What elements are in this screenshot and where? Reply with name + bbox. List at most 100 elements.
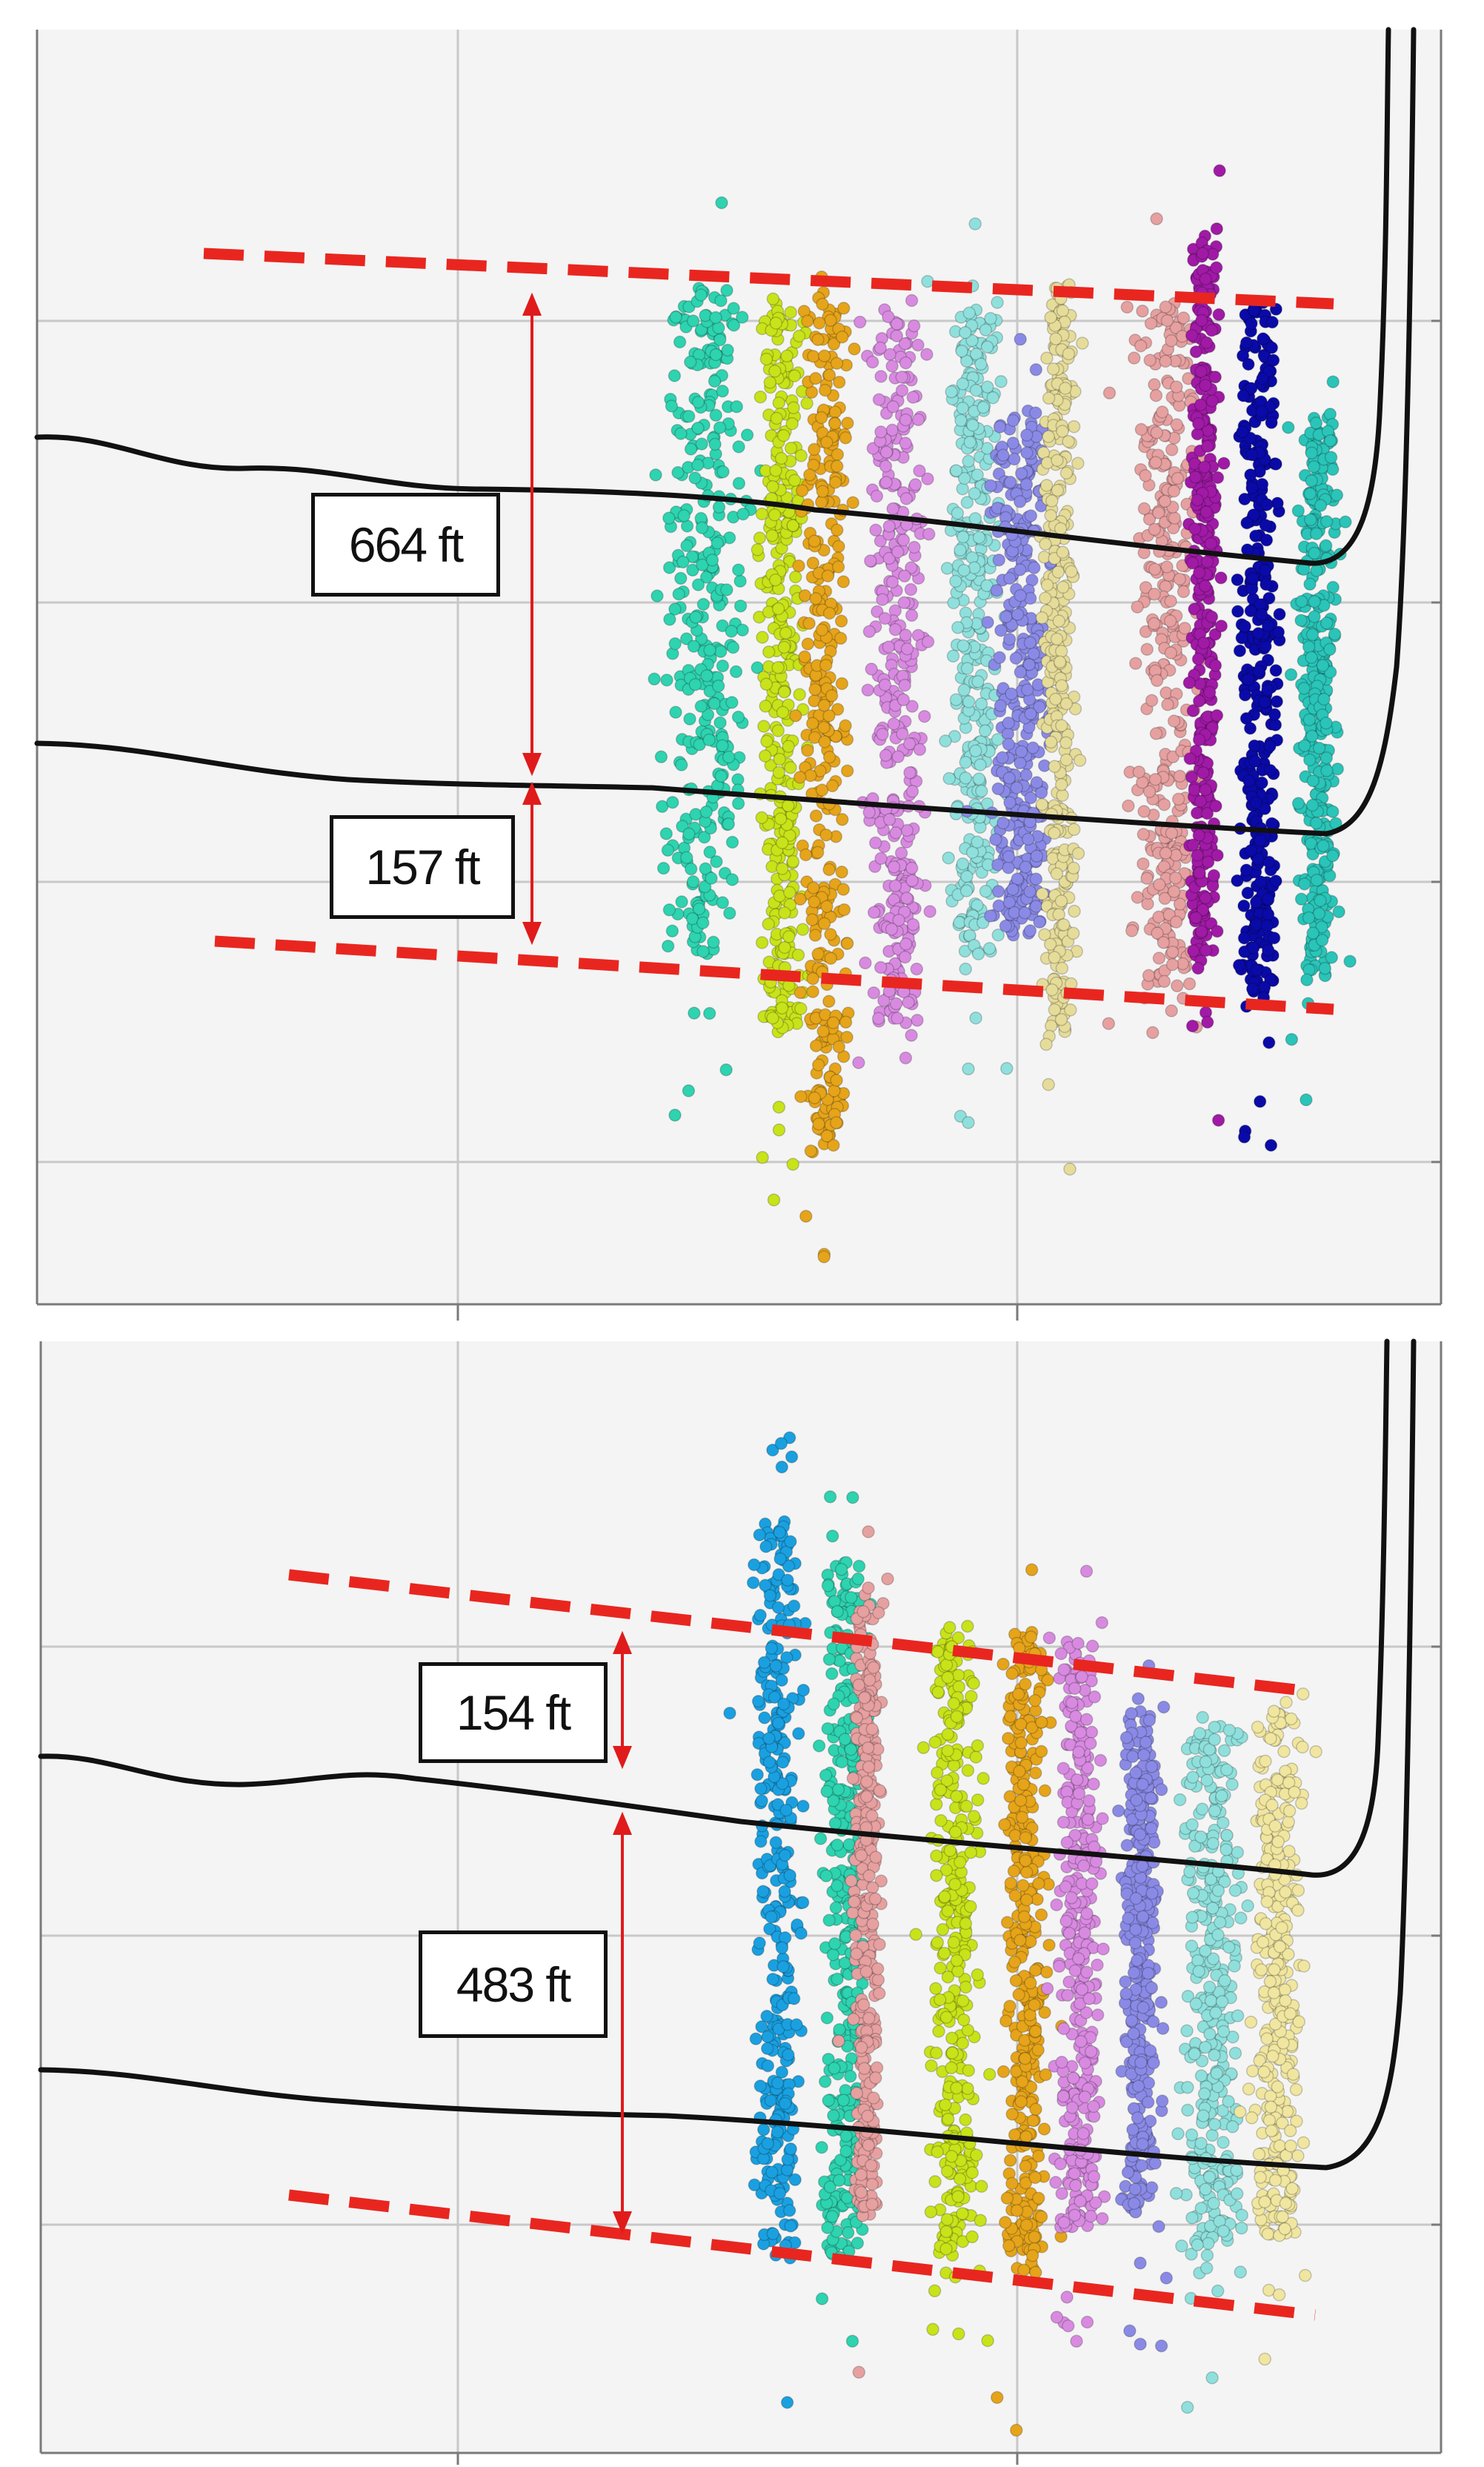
event-point [780, 2396, 794, 2409]
event-point [661, 939, 675, 953]
event-point [1054, 645, 1068, 658]
event-point [1137, 805, 1151, 818]
event-point [865, 1722, 879, 1736]
event-point [959, 354, 974, 368]
event-point [825, 1530, 839, 1543]
event-point [1268, 708, 1282, 721]
event-point [1303, 577, 1317, 591]
event-point [822, 750, 836, 764]
event-point [870, 489, 884, 503]
event-point [1308, 595, 1321, 608]
event-point [800, 396, 813, 411]
event-point [827, 2109, 840, 2122]
event-point [680, 851, 693, 864]
event-point [1003, 475, 1017, 489]
event-point [859, 956, 872, 970]
event-point [716, 659, 730, 673]
event-point [958, 944, 972, 958]
event-point [1048, 826, 1061, 840]
event-point [711, 679, 725, 693]
event-point [1150, 426, 1163, 439]
event-point [726, 640, 740, 654]
event-point [846, 496, 859, 509]
event-point [816, 485, 830, 498]
event-point [999, 610, 1013, 623]
event-point [776, 428, 791, 442]
event-point [811, 333, 825, 347]
event-point [876, 728, 889, 741]
event-point [1152, 910, 1165, 924]
event-point [832, 539, 845, 554]
event-point [821, 1721, 834, 1736]
event-point [1260, 577, 1273, 591]
event-point [1018, 906, 1031, 920]
event-point [691, 421, 705, 435]
event-point [1173, 572, 1187, 586]
event-point [965, 333, 979, 348]
event-point [826, 1948, 840, 1962]
event-point [831, 1783, 845, 1796]
event-point [1242, 357, 1255, 371]
event-point [853, 315, 867, 329]
event-point [888, 879, 902, 893]
event-point [974, 697, 988, 711]
event-point [899, 492, 914, 505]
event-point [1238, 620, 1252, 634]
event-point [846, 1772, 860, 1785]
event-point [1020, 446, 1034, 459]
event-point [795, 484, 809, 497]
event-point [1149, 388, 1163, 402]
event-point [771, 2076, 785, 2090]
event-point [1005, 687, 1018, 701]
event-point [1213, 164, 1226, 178]
event-point [1028, 561, 1041, 574]
event-point [722, 817, 736, 831]
event-point [748, 2178, 762, 2192]
event-point [996, 816, 1010, 830]
event-point [865, 2197, 879, 2211]
event-point [830, 1073, 843, 1087]
event-point [1160, 313, 1174, 328]
event-point [1071, 846, 1085, 860]
event-point [999, 919, 1013, 933]
event-point [710, 854, 723, 869]
event-point [1120, 300, 1134, 314]
top-panel: 664 ft 157 ft [34, 27, 1443, 1321]
event-point [722, 750, 736, 764]
event-point [820, 1129, 833, 1143]
event-point [1199, 379, 1212, 392]
event-point [786, 1158, 799, 1171]
event-point [839, 719, 852, 733]
event-point [761, 2136, 775, 2151]
event-point [699, 805, 713, 819]
event-point [1261, 908, 1275, 921]
event-point [1231, 573, 1244, 587]
event-point [861, 1741, 875, 1755]
event-point [696, 945, 710, 958]
event-point [755, 507, 769, 521]
event-point [879, 459, 893, 473]
event-point [1259, 519, 1272, 532]
event-point [1305, 446, 1319, 460]
event-point [1252, 664, 1265, 678]
event-point [723, 906, 736, 920]
event-point [789, 709, 802, 723]
event-point [705, 871, 718, 885]
event-point [1161, 698, 1174, 711]
event-point [756, 1885, 770, 1899]
event-point [762, 645, 776, 659]
plot-frame [36, 30, 1443, 1321]
event-point [991, 782, 1005, 796]
event-point [1304, 513, 1317, 527]
event-point [696, 558, 709, 572]
event-point [1055, 719, 1068, 732]
event-point [696, 916, 710, 929]
event-point [858, 1691, 871, 1704]
event-point [1200, 555, 1214, 568]
event-point [834, 1563, 848, 1576]
event-point [1267, 931, 1281, 945]
event-point [753, 390, 768, 404]
event-point [991, 858, 1005, 871]
event-point [1265, 416, 1278, 430]
event-point [804, 768, 817, 783]
